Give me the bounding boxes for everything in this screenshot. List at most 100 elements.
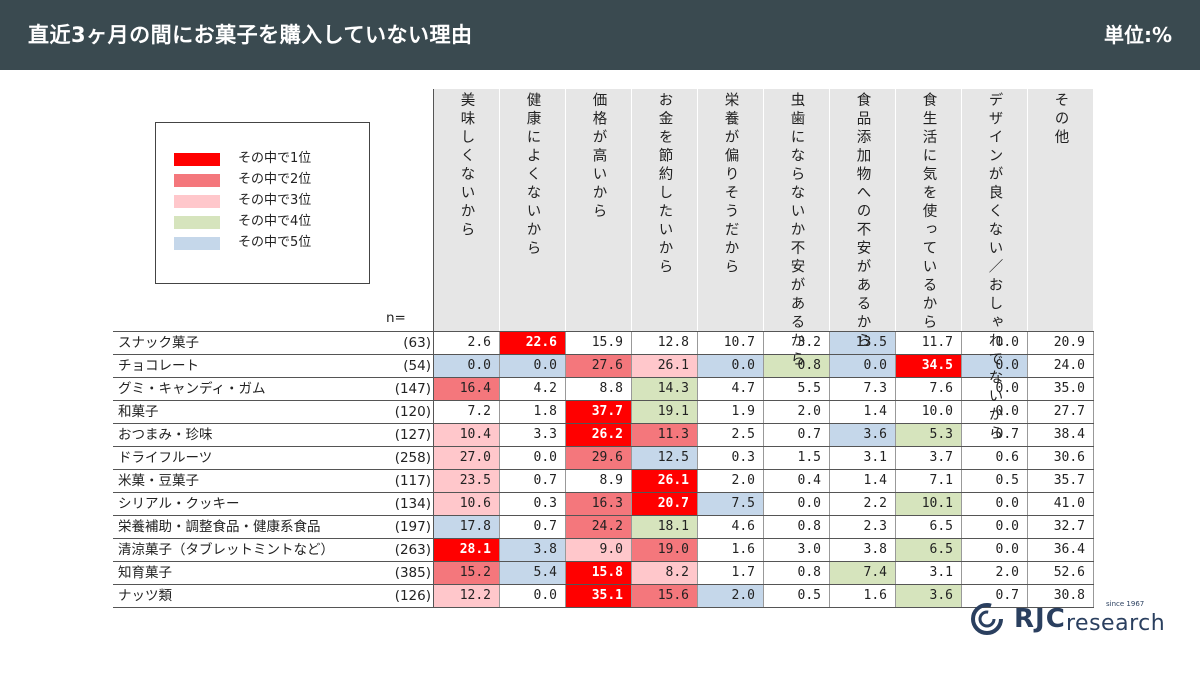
data-cell: 20.9 <box>1027 331 1094 355</box>
data-cell: 0.0 <box>961 400 1028 424</box>
column-header-label: お金を節約したいから <box>656 92 673 277</box>
data-cell: 15.8 <box>565 561 632 585</box>
data-cell: 5.4 <box>499 561 566 585</box>
data-cell: 35.0 <box>1027 377 1094 401</box>
row-n: (263) <box>386 538 434 562</box>
data-cell: 1.8 <box>499 400 566 424</box>
data-cell: 7.4 <box>829 561 896 585</box>
row-label: おつまみ・珍味 <box>113 423 386 447</box>
data-cell: 23.5 <box>433 469 500 493</box>
data-cell: 1.5 <box>763 446 830 470</box>
table-row: シリアル・クッキー (134) 10.6 0.3 16.3 20.7 7.5 0.0 2.2 10… <box>113 492 1094 516</box>
table-row: 知育菓子 (385) 15.2 5.4 15.8 8.2 1.7 0.8 7.4 3.1 2.0 52… <box>113 561 1094 585</box>
data-cell: 11.7 <box>895 331 962 355</box>
row-label: 米菓・豆菓子 <box>113 469 386 493</box>
data-cell: 0.3 <box>499 492 566 516</box>
table-row: 清涼菓子（タブレットミントなど） (263) 28.1 3.8 9.0 19.0 1.6 3.… <box>113 538 1094 562</box>
data-cell: 27.6 <box>565 354 632 378</box>
data-cell: 11.3 <box>631 423 698 447</box>
data-cell: 24.0 <box>1027 354 1094 378</box>
data-cell: 9.0 <box>565 538 632 562</box>
data-cell: 12.8 <box>631 331 698 355</box>
data-cell: 2.0 <box>763 400 830 424</box>
data-cell: 3.2 <box>763 331 830 355</box>
data-cell: 3.1 <box>829 446 896 470</box>
data-cell: 16.4 <box>433 377 500 401</box>
data-cell: 6.5 <box>895 515 962 539</box>
data-cell: 0.0 <box>961 515 1028 539</box>
data-cell: 32.7 <box>1027 515 1094 539</box>
data-cell: 35.7 <box>1027 469 1094 493</box>
data-cell: 12.5 <box>631 446 698 470</box>
data-cell: 28.1 <box>433 538 500 562</box>
column-header: お金を節約したいから <box>631 89 698 332</box>
data-cell: 30.6 <box>1027 446 1094 470</box>
data-cell: 0.0 <box>961 354 1028 378</box>
data-cell: 10.0 <box>895 400 962 424</box>
column-header: 食品添加物への不安があるから <box>829 89 896 351</box>
data-cell: 2.2 <box>829 492 896 516</box>
data-table: n= 美味しくないから 健康によくないから 価格が高いから お金を節約したいから 栄養が偏… <box>113 89 1094 608</box>
data-cell: 0.5 <box>961 469 1028 493</box>
data-cell: 52.6 <box>1027 561 1094 585</box>
data-cell: 1.9 <box>697 400 764 424</box>
data-cell: 3.7 <box>895 446 962 470</box>
row-label: シリアル・クッキー <box>113 492 386 516</box>
row-label: スナック菓子 <box>113 331 386 355</box>
data-cell: 37.7 <box>565 400 632 424</box>
data-cell: 5.5 <box>763 377 830 401</box>
row-n: (147) <box>386 377 434 401</box>
data-cell: 3.6 <box>895 584 962 608</box>
data-cell: 26.2 <box>565 423 632 447</box>
data-cell: 7.6 <box>895 377 962 401</box>
data-cell: 4.6 <box>697 515 764 539</box>
data-cell: 8.8 <box>565 377 632 401</box>
row-label: グミ・キャンディ・ガム <box>113 377 386 401</box>
data-cell: 0.0 <box>433 354 500 378</box>
data-cell: 13.5 <box>829 331 896 355</box>
data-cell: 0.8 <box>763 354 830 378</box>
column-header-label: 美味しくないから <box>458 92 475 240</box>
row-label: ドライフルーツ <box>113 446 386 470</box>
data-cell: 19.1 <box>631 400 698 424</box>
data-cell: 0.7 <box>961 584 1028 608</box>
data-cell: 0.8 <box>763 515 830 539</box>
row-label: 和菓子 <box>113 400 386 424</box>
data-cell: 7.5 <box>697 492 764 516</box>
data-cell: 3.8 <box>499 538 566 562</box>
data-cell: 41.0 <box>1027 492 1094 516</box>
data-cell: 3.1 <box>895 561 962 585</box>
data-cell: 0.0 <box>697 354 764 378</box>
data-cell: 0.6 <box>961 446 1028 470</box>
table-row: ナッツ類 (126) 12.2 0.0 35.1 15.6 2.0 0.5 1.6 3.6 0.7 3… <box>113 584 1094 608</box>
data-cell: 0.5 <box>763 584 830 608</box>
rjc-logo: RJC research since 1967 <box>970 600 1165 640</box>
data-cell: 15.9 <box>565 331 632 355</box>
data-cell: 4.7 <box>697 377 764 401</box>
data-cell: 18.1 <box>631 515 698 539</box>
data-cell: 24.2 <box>565 515 632 539</box>
column-header: 価格が高いから <box>565 89 632 332</box>
data-cell: 2.0 <box>697 469 764 493</box>
data-cell: 10.7 <box>697 331 764 355</box>
data-cell: 2.0 <box>961 561 1028 585</box>
unit-label: 単位:% <box>1103 23 1172 47</box>
header-bar: 直近3ヶ月の間にお菓子を購入していない理由 単位:% <box>0 0 1200 70</box>
data-cell: 1.4 <box>829 469 896 493</box>
data-cell: 15.6 <box>631 584 698 608</box>
data-cell: 20.7 <box>631 492 698 516</box>
data-cell: 38.4 <box>1027 423 1094 447</box>
data-cell: 0.0 <box>763 492 830 516</box>
column-header-label: 食品添加物への不安があるから <box>854 92 871 351</box>
column-header-label: 健康によくないから <box>524 92 541 259</box>
column-header-label: 栄養が偏りそうだから <box>722 92 739 277</box>
column-header-label: その他 <box>1052 92 1069 148</box>
column-header: 虫歯にならないか不安があるから <box>763 89 830 370</box>
column-header: その他 <box>1027 89 1094 332</box>
data-cell: 14.3 <box>631 377 698 401</box>
row-n: (63) <box>386 331 434 355</box>
row-n: (258) <box>386 446 434 470</box>
row-n: (117) <box>386 469 434 493</box>
data-cell: 1.6 <box>697 538 764 562</box>
data-cell: 5.3 <box>895 423 962 447</box>
